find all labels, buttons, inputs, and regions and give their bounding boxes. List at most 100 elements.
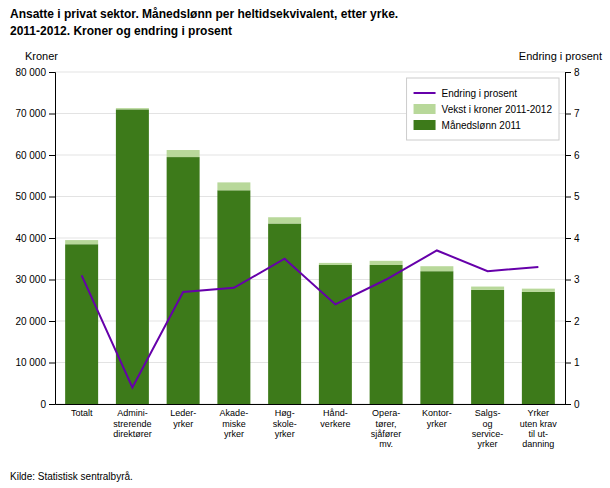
tick: 8 xyxy=(565,67,580,78)
tick-label: 4 xyxy=(574,233,580,244)
tick-label: Totalt xyxy=(71,408,93,418)
y2-axis: 0 1 2 3 4 5 6 7 8 xyxy=(565,67,580,410)
tick-mark xyxy=(49,321,55,322)
tick: 80 000 xyxy=(15,67,55,78)
bar xyxy=(420,266,453,271)
tick-mark xyxy=(565,72,571,73)
tick: 0 xyxy=(565,399,580,410)
y-axis-title: Kroner xyxy=(25,50,58,62)
legend-box xyxy=(407,78,559,140)
tick: Leder-yrker xyxy=(170,404,196,429)
tick-label: Admini-strerendedirektører xyxy=(113,408,152,439)
tick: Opera-tører,sjåførermv. xyxy=(371,404,402,449)
tick-mark xyxy=(49,114,55,115)
legend-swatch xyxy=(414,104,436,114)
bar xyxy=(420,271,453,404)
axis-line xyxy=(49,73,56,405)
tick: 60 000 xyxy=(15,150,55,161)
tick-label: 20 000 xyxy=(15,316,46,327)
tick-mark xyxy=(49,280,55,281)
tick: 5 xyxy=(565,191,580,202)
tick: 50 000 xyxy=(15,191,55,202)
bar xyxy=(167,157,200,404)
bar xyxy=(471,290,504,404)
legend-label: Vekst i kroner 2011-2012 xyxy=(442,104,553,115)
legend-label: Månedslønn 2011 xyxy=(442,120,522,131)
tick-label: Leder-yrker xyxy=(170,408,196,428)
tick: 40 000 xyxy=(15,233,55,244)
tick-label: 50 000 xyxy=(15,191,46,202)
tick: 7 xyxy=(565,108,580,119)
tick-mark xyxy=(565,238,571,239)
tick-label: 0 xyxy=(574,399,580,410)
line xyxy=(82,250,539,387)
tick: 10 000 xyxy=(15,357,55,368)
bar xyxy=(65,244,98,404)
tick: Høg-skole-yrker xyxy=(273,404,297,439)
tick-mark xyxy=(565,404,571,405)
bar xyxy=(217,182,250,190)
tick: 70 000 xyxy=(15,108,55,119)
legend: Endring i prosent Vekst i kroner 2011-201… xyxy=(407,78,559,140)
tick-label: 60 000 xyxy=(15,150,46,161)
axis-line xyxy=(566,73,572,405)
tick-label: 3 xyxy=(574,274,580,285)
tick: Kontor-yrker xyxy=(422,404,452,429)
title: Ansatte i privat sektor. Månedslønn per … xyxy=(10,7,398,21)
tick: 4 xyxy=(565,233,580,244)
plot-area xyxy=(65,108,555,404)
tick: Salgs-ogservice-yrker xyxy=(472,404,504,449)
bar xyxy=(65,240,98,244)
tick-mark xyxy=(565,363,571,364)
tick-label: Yrkeruten kravtil ut-danning xyxy=(520,408,558,449)
tick-label: 6 xyxy=(574,150,580,161)
legend-swatch xyxy=(414,92,436,94)
tick-mark xyxy=(49,155,55,156)
bar xyxy=(522,292,555,404)
tick: 6 xyxy=(565,150,580,161)
tick-label: 70 000 xyxy=(15,108,46,119)
grid-line xyxy=(55,72,565,73)
x-axis: Totalt Admini-strerendedirektører Leder-yr… xyxy=(56,404,566,449)
source: Kilde: Statistisk sentralbyrå. xyxy=(10,471,133,482)
grid xyxy=(55,72,565,404)
subtitle: 2011-2012. Kroner og endring i prosent xyxy=(10,24,232,38)
axis-line xyxy=(56,404,566,405)
tick-label: 80 000 xyxy=(15,67,46,78)
tick-label: 5 xyxy=(574,191,580,202)
tick: Admini-strerendedirektører xyxy=(113,404,152,439)
tick: Akade-miskeyrker xyxy=(220,404,249,439)
tick-mark xyxy=(49,197,55,198)
chart: Ansatte i privat sektor. Månedslønn per … xyxy=(0,0,610,488)
tick-label: 10 000 xyxy=(15,357,46,368)
bar xyxy=(522,289,555,292)
tick-label: Hånd-verkere xyxy=(320,408,350,428)
legend-label: Endring i prosent xyxy=(442,88,518,99)
tick-mark xyxy=(49,238,55,239)
tick-label: 7 xyxy=(574,108,580,119)
bar-series xyxy=(65,109,555,404)
tick-mark xyxy=(565,155,571,156)
bar xyxy=(116,108,149,109)
tick-label: 40 000 xyxy=(15,233,46,244)
tick: 2 xyxy=(565,316,580,327)
tick-label: 0 xyxy=(40,399,46,410)
tick-label: Kontor-yrker xyxy=(422,408,452,428)
bar xyxy=(370,261,403,265)
tick: 3 xyxy=(565,274,580,285)
tick-mark xyxy=(565,197,571,198)
legend-swatch xyxy=(414,120,436,130)
bar xyxy=(319,265,352,404)
tick-label: 1 xyxy=(574,357,580,368)
tick-label: Salgs-ogservice-yrker xyxy=(472,408,504,449)
tick-label: Akade-miskeyrker xyxy=(220,408,249,439)
tick-mark xyxy=(565,280,571,281)
tick-label: Opera-tører,sjåførermv. xyxy=(371,408,402,449)
tick: 20 000 xyxy=(15,316,55,327)
tick: 0 xyxy=(40,399,55,410)
tick-mark xyxy=(49,404,55,405)
bar xyxy=(319,263,352,265)
y-axis: 0 10 000 20 000 30 000 40 000 50 000 60 000 70 … xyxy=(15,67,55,410)
tick: 30 000 xyxy=(15,274,55,285)
tick: Totalt xyxy=(71,404,93,418)
